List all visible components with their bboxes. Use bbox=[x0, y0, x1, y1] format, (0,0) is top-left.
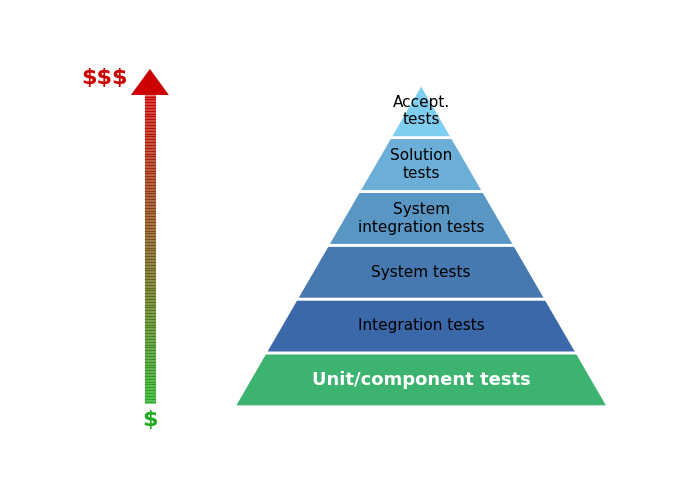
Text: $: $ bbox=[142, 411, 158, 430]
Text: $$$: $$$ bbox=[82, 68, 128, 88]
Polygon shape bbox=[358, 138, 484, 191]
Text: Accept.
tests: Accept. tests bbox=[393, 94, 450, 127]
Text: Integration tests: Integration tests bbox=[358, 319, 484, 334]
Text: Solution
tests: Solution tests bbox=[390, 148, 452, 181]
Polygon shape bbox=[265, 299, 577, 353]
Text: Unit/component tests: Unit/component tests bbox=[312, 371, 531, 389]
Polygon shape bbox=[234, 353, 608, 407]
Polygon shape bbox=[390, 84, 452, 138]
Text: System
integration tests: System integration tests bbox=[358, 202, 484, 235]
Polygon shape bbox=[328, 191, 514, 245]
Polygon shape bbox=[296, 245, 546, 299]
Text: System tests: System tests bbox=[372, 265, 471, 280]
Polygon shape bbox=[131, 69, 169, 95]
